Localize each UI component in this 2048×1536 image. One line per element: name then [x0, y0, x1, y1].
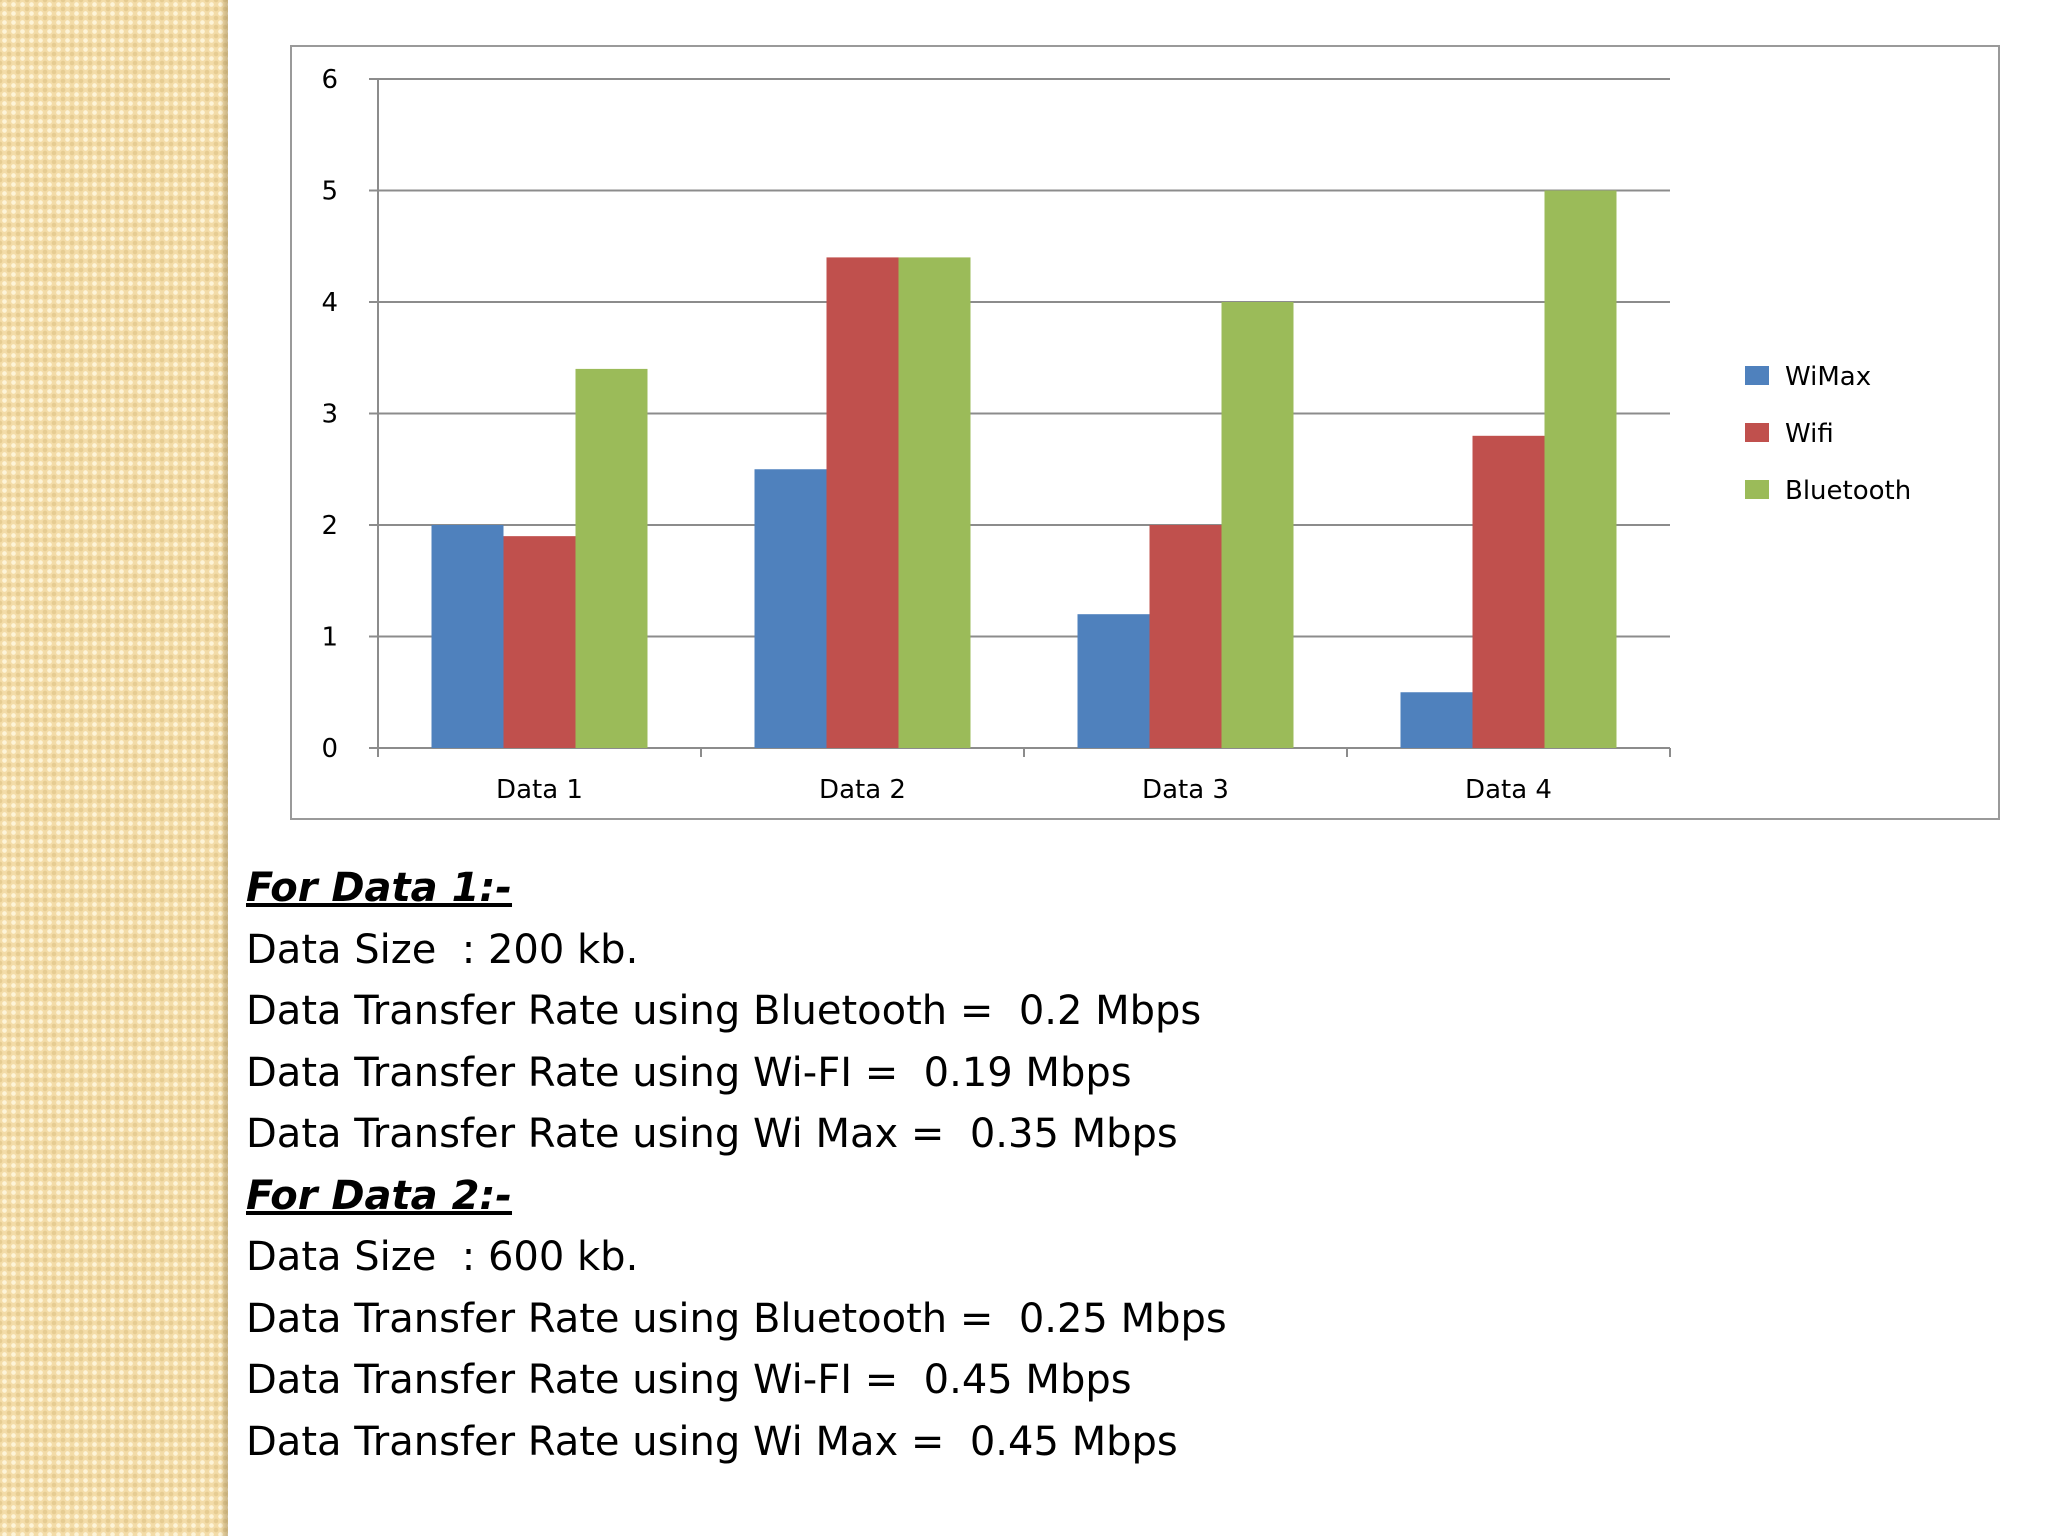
bar-bluetooth-data-2 — [898, 257, 971, 748]
x-tick-label-data-2: Data 2 — [819, 775, 906, 805]
bar-wimax-data-2 — [754, 469, 827, 748]
data2-wifi-rate: Data Transfer Rate using Wi-FI = 0.45 Mb… — [246, 1357, 1132, 1403]
bar-wimax-data-3 — [1077, 614, 1150, 748]
bar-bluetooth-data-1 — [575, 368, 648, 748]
legend-label-bluetooth: Bluetooth — [1785, 476, 1911, 506]
bar-wifi-data-1 — [503, 536, 576, 748]
bar-chart: 0 1 2 3 4 5 6 Data 1 Data 2 Data 3 Data 4 WiMax Wifi… — [321, 65, 1911, 805]
data1-wifi-rate: Data Transfer Rate using Wi-FI = 0.19 Mb… — [246, 1049, 1132, 1096]
bar-bluetooth-data-3 — [1221, 302, 1294, 748]
y-tick-label-1: 1 — [321, 623, 338, 653]
notes-section: For Data 1:- Data Size : 200 kb. Data Tr… — [246, 858, 1946, 1473]
legend-swatch-wimax — [1745, 366, 1769, 385]
legend-swatch-wifi — [1745, 423, 1769, 442]
y-tick-label-0: 0 — [321, 734, 338, 764]
data2-size: Data Size : 600 kb. — [246, 1234, 639, 1280]
y-tick-label-2: 2 — [321, 511, 338, 541]
data2-bluetooth-rate: Data Transfer Rate using Bluetooth = 0.2… — [246, 1295, 1227, 1342]
legend-label-wimax: WiMax — [1785, 362, 1871, 392]
x-tick-label-data-1: Data 1 — [496, 775, 583, 805]
bar-wifi-data-2 — [826, 257, 899, 748]
y-tick-label-5: 5 — [321, 177, 338, 207]
bar-bluetooth-data-4 — [1544, 190, 1617, 748]
bar-wifi-data-4 — [1472, 435, 1545, 748]
data2-heading: For Data 2:- — [246, 1172, 513, 1219]
data2-wimax-rate: Data Transfer Rate using Wi Max = 0.45 M… — [246, 1418, 1178, 1465]
data1-size: Data Size : 200 kb. — [246, 926, 639, 973]
bar-wifi-data-3 — [1149, 525, 1222, 748]
legend-label-wifi: Wifi — [1785, 419, 1834, 449]
bar-wimax-data-1 — [431, 525, 504, 748]
y-tick-label-6: 6 — [321, 65, 338, 95]
y-tick-label-4: 4 — [321, 288, 338, 318]
x-tick-label-data-4: Data 4 — [1465, 775, 1552, 805]
x-tick-label-data-3: Data 3 — [1142, 775, 1229, 805]
data1-wimax-rate: Data Transfer Rate using Wi Max = 0.35 M… — [246, 1111, 1178, 1157]
decorative-side-strip — [0, 0, 228, 1536]
legend-swatch-bluetooth — [1745, 480, 1769, 499]
data1-bluetooth-rate: Data Transfer Rate using Bluetooth = 0.2… — [246, 988, 1202, 1034]
bar-wimax-data-4 — [1400, 692, 1473, 748]
y-tick-label-3: 3 — [321, 400, 338, 430]
data1-heading: For Data 1:- — [246, 865, 513, 911]
